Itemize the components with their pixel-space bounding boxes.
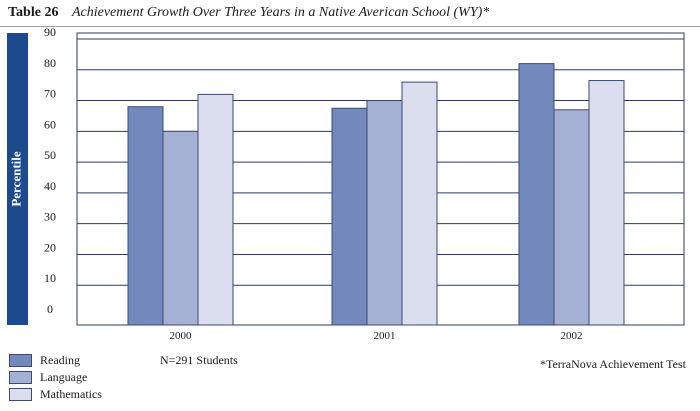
bar-mathematics-2002: [588, 80, 625, 326]
y-tick-label: 80: [44, 56, 56, 70]
legend-label-reading: Reading: [40, 353, 80, 367]
y-tick-label: 90: [44, 25, 56, 39]
legend-item-language: Language: [9, 369, 102, 386]
x-tick-label: 2002: [561, 330, 583, 342]
legend-label-mathematics: Mathematics: [40, 387, 102, 401]
table-label: Table 26: [8, 5, 59, 20]
legend-label-language: Language: [40, 370, 88, 384]
y-tick-label: 70: [44, 87, 56, 101]
bar-reading-2001: [331, 107, 368, 326]
bar-mathematics-2000: [197, 93, 234, 326]
y-tick-label: 0: [47, 302, 53, 316]
y-tick-label: 20: [44, 240, 56, 254]
bar-language-2001: [366, 100, 403, 326]
bar-mathematics-2001: [401, 81, 438, 326]
legend-item-reading: Reading: [9, 352, 102, 369]
bar-language-2002: [553, 109, 590, 326]
title-text: Achievement Growth Over Three Years in a…: [71, 5, 490, 20]
legend-item-mathematics: Mathematics: [9, 386, 102, 403]
bar-language-2000: [162, 130, 199, 326]
legend-swatch-mathematics: [9, 388, 32, 401]
bar-reading-2000: [127, 106, 164, 326]
ylabel-bar: [7, 33, 28, 325]
y-tick-label: 60: [44, 117, 56, 131]
y-tick-label: 30: [44, 210, 56, 224]
sample-size-note: N=291 Students: [160, 353, 238, 367]
legend-swatch-reading: [9, 354, 32, 367]
x-tick-label: 2000: [170, 330, 193, 342]
legend: Reading Language Mathematics: [9, 352, 102, 403]
legend-swatch-language: [9, 371, 32, 384]
x-tick-label: 2001: [374, 330, 396, 342]
bar-reading-2002: [518, 63, 555, 326]
y-axis-label: Percentile: [8, 151, 23, 207]
footnote: *TerraNova Achievement Test: [539, 357, 686, 371]
y-tick-label: 40: [44, 179, 56, 193]
title-divider: [0, 26, 700, 27]
y-tick-label: 10: [44, 271, 56, 285]
chart-title: Table 26 Achievement Growth Over Three Y…: [8, 5, 489, 21]
bar-chart: Percentile 0 10 20 30 40 50 60 70 80 90 2000 2001 200…: [7, 25, 685, 342]
y-tick-label: 50: [44, 148, 56, 162]
